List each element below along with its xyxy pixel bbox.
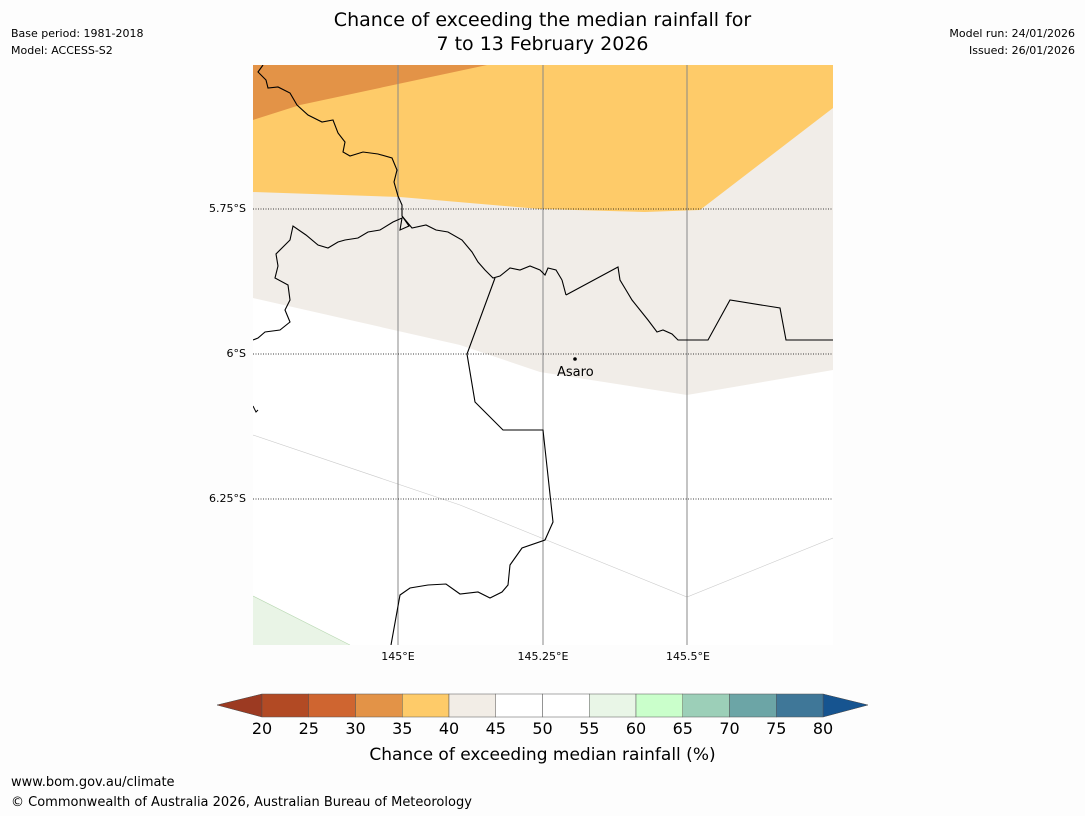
colorbar-tick-70: 70 <box>719 719 740 738</box>
lat-label-5-75: 5.75°S <box>209 202 246 215</box>
colorbar-cell-35-40 <box>402 693 450 718</box>
asaro-marker <box>573 357 577 361</box>
model-text: Model: ACCESS-S2 <box>11 44 113 57</box>
colorbar-tick-25: 25 <box>298 719 319 738</box>
lat-label-6-25: 6.25°S <box>209 492 246 505</box>
title-line-1: Chance of exceeding the median rainfall … <box>333 9 752 31</box>
model-run-text: Model run: 24/01/2026 <box>949 27 1075 40</box>
place-label-asaro: Asaro <box>557 365 594 380</box>
province-boundary-central <box>401 215 563 281</box>
colorbar-cell-65-70 <box>682 693 730 718</box>
colorbar-tick-50: 50 <box>532 719 553 738</box>
footer-copyright: © Commonwealth of Australia 2026, Austra… <box>11 795 472 810</box>
province-boundary-fragment <box>253 405 259 413</box>
map-area <box>253 65 833 645</box>
issued-text: Issued: 26/01/2026 <box>968 44 1075 57</box>
colorbar-tick-30: 30 <box>345 719 366 738</box>
contour-line-2 <box>253 595 351 645</box>
colorbar-tick-55: 55 <box>579 719 600 738</box>
colorbar-cell-45-50 <box>495 693 543 718</box>
colorbar-cell-55-60 <box>589 693 637 718</box>
province-boundary-east <box>565 266 833 341</box>
colorbar-tick-60: 60 <box>625 719 647 738</box>
lon-label-145: 145°E <box>381 650 415 663</box>
colorbar-over-triangle <box>822 693 869 718</box>
colorbar-tick-80: 80 <box>812 719 834 738</box>
colorbar-tick-35: 35 <box>392 719 413 738</box>
colorbar-under-triangle <box>216 693 263 718</box>
chart-title: Chance of exceeding the median rainfall … <box>0 8 1085 56</box>
colorbar-cell-60-65 <box>635 693 683 718</box>
colorbar-cells <box>261 693 824 718</box>
colorbar-title: Chance of exceeding median rainfall (%) <box>369 745 716 765</box>
colorbar-cell-75-80 <box>776 693 824 718</box>
contour-line <box>253 434 833 598</box>
band-30-35 <box>253 65 487 120</box>
colorbar-cell-40-45 <box>448 693 496 718</box>
lon-label-145-5: 145.5°E <box>666 650 710 663</box>
colorbar-cell-70-75 <box>729 693 777 718</box>
footer-url[interactable]: www.bom.gov.au/climate <box>11 775 175 790</box>
colorbar-tick-45: 45 <box>485 719 506 738</box>
colorbar-tick-65: 65 <box>672 719 693 738</box>
colorbar-tick-40: 40 <box>438 719 460 738</box>
colorbar-cell-30-35 <box>355 693 403 718</box>
base-period-text: Base period: 1981-2018 <box>11 27 144 40</box>
colorbar-cell-25-30 <box>308 693 356 718</box>
lat-label-6: 6°S <box>226 347 246 360</box>
colorbar-cell-20-25 <box>261 693 309 718</box>
colorbar-cell-50-55 <box>542 693 590 718</box>
colorbar-tick-20: 20 <box>251 719 273 738</box>
lon-label-145-25: 145.25°E <box>517 650 569 663</box>
province-boundary-west <box>253 65 410 341</box>
province-boundary-link <box>561 279 567 296</box>
title-line-2: 7 to 13 February 2026 <box>436 33 649 55</box>
province-boundary-south <box>390 277 554 645</box>
colorbar-tick-75: 75 <box>766 719 787 738</box>
